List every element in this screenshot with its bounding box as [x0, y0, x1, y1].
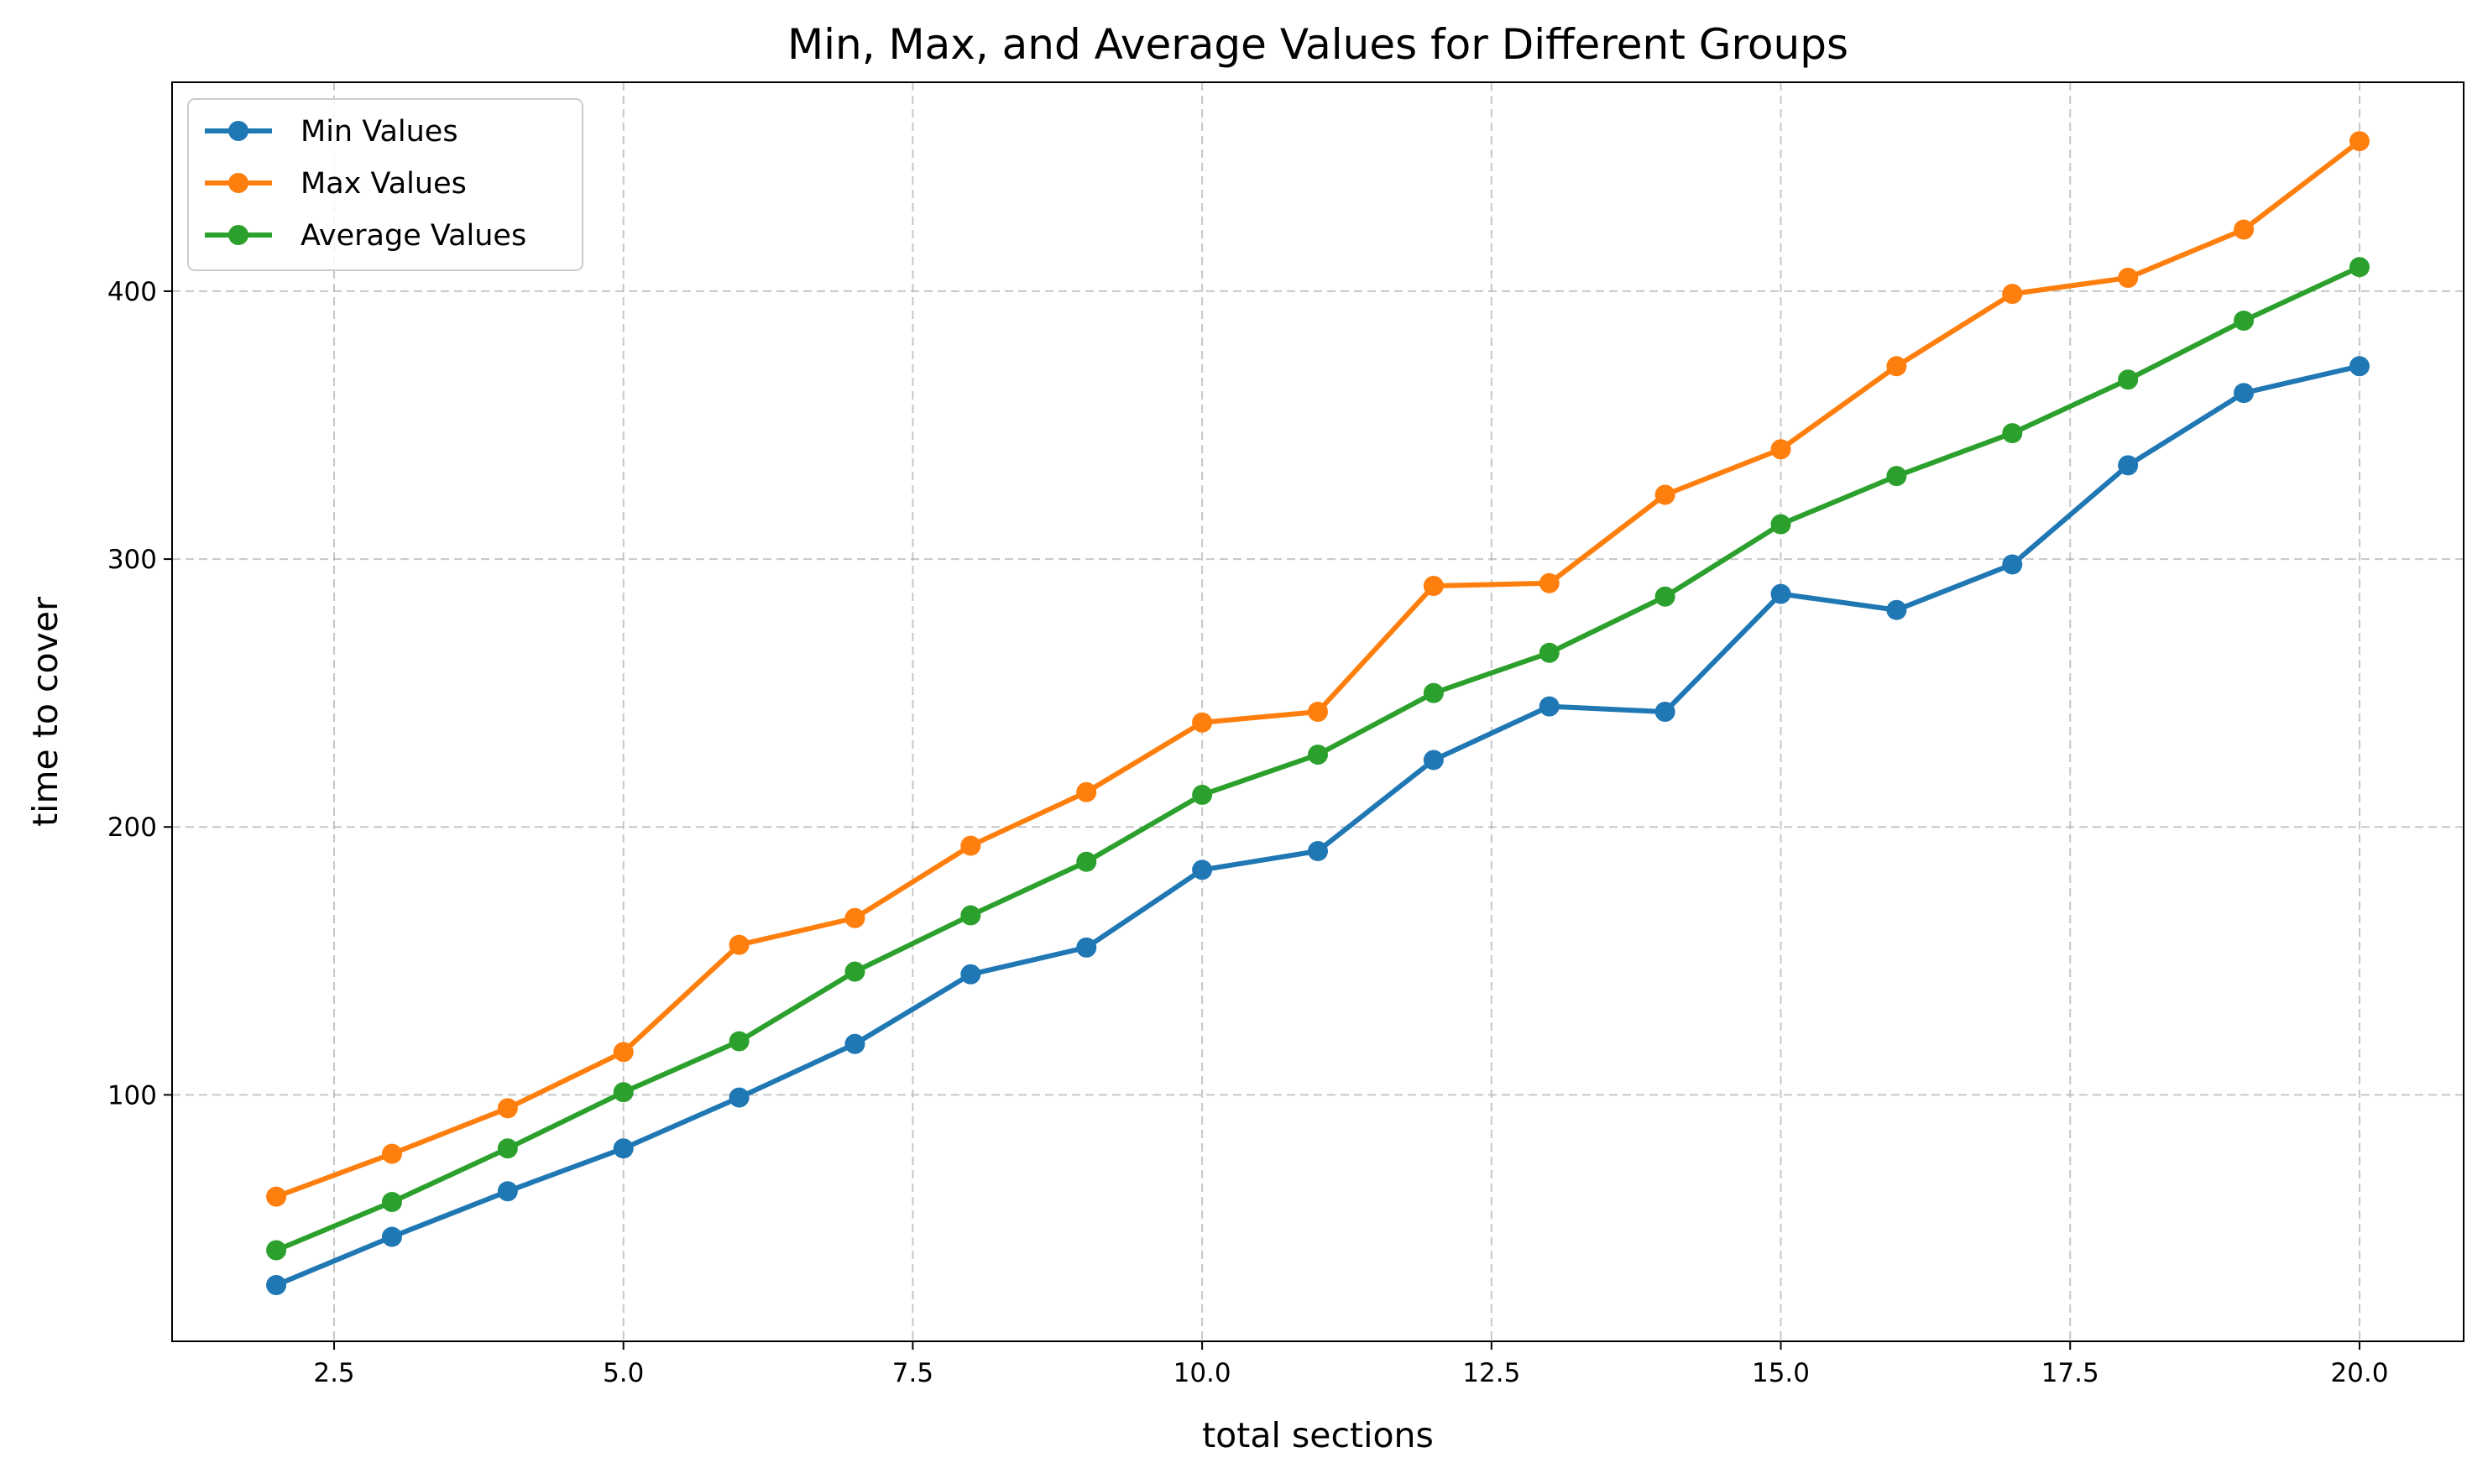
- data-point: [729, 1031, 750, 1052]
- x-tick-label: 10.0: [1173, 1358, 1231, 1388]
- data-point: [2349, 356, 2370, 377]
- y-tick-label: 200: [107, 813, 157, 843]
- data-point: [2002, 554, 2023, 575]
- series-1: [266, 356, 2370, 1295]
- data-point: [1192, 860, 1213, 880]
- data-point: [266, 1240, 287, 1261]
- legend-item: Max Values: [205, 167, 467, 201]
- x-axis-label: total sections: [1202, 1415, 1434, 1455]
- data-point: [266, 1186, 287, 1207]
- data-point: [1654, 702, 1675, 722]
- legend-label: Max Values: [301, 167, 467, 201]
- data-point: [1654, 484, 1675, 505]
- data-point: [613, 1082, 634, 1103]
- data-point: [844, 961, 865, 982]
- data-point: [960, 964, 981, 985]
- legend-item: Min Values: [205, 115, 458, 149]
- plot-frame: [171, 81, 2464, 1342]
- y-tick-label: 400: [107, 277, 157, 307]
- y-tick-label: 300: [107, 545, 157, 575]
- data-point: [1308, 840, 1328, 861]
- data-point: [1886, 356, 1907, 377]
- data-point: [2118, 369, 2139, 390]
- data-point: [2002, 284, 2023, 305]
- data-point: [2002, 423, 2023, 444]
- legend-marker: [228, 173, 248, 193]
- legend-marker: [228, 121, 248, 141]
- legend-marker: [228, 225, 248, 245]
- data-point: [2234, 219, 2255, 240]
- data-point: [2118, 455, 2139, 476]
- x-tick-label: 7.5: [892, 1358, 933, 1388]
- data-point: [1076, 781, 1097, 802]
- data-point: [1192, 712, 1213, 733]
- x-tick-label: 15.0: [1752, 1358, 1810, 1388]
- data-point: [613, 1138, 634, 1159]
- x-tick-label: 2.5: [313, 1358, 354, 1388]
- chart-title: Min, Max, and Average Values for Differe…: [787, 20, 1848, 69]
- data-point: [1539, 696, 1560, 717]
- data-point: [1770, 514, 1791, 535]
- legend-label: Average Values: [301, 219, 526, 253]
- data-point: [497, 1181, 518, 1202]
- data-point: [844, 907, 865, 928]
- x-tick-label: 20.0: [2330, 1358, 2388, 1388]
- data-point: [2234, 383, 2255, 404]
- data-point: [381, 1143, 402, 1164]
- data-point: [1539, 642, 1560, 663]
- legend-item: Average Values: [205, 219, 526, 253]
- legend: Min Values Max Values Average Values: [187, 98, 583, 271]
- data-point: [2349, 257, 2370, 278]
- data-point: [381, 1226, 402, 1247]
- data-point: [1423, 750, 1444, 771]
- y-axis-label: time to cover: [25, 597, 65, 827]
- series-layer: [266, 131, 2370, 1295]
- data-point: [1770, 439, 1791, 460]
- grid-layer: [172, 82, 2464, 1341]
- y-tick-label: 100: [107, 1080, 157, 1110]
- tick-layer: 2.5 5.0 7.5 10.0 12.5 15.0 17.5 20.0 100 200 300 40…: [107, 277, 2389, 1388]
- x-tick-label: 5.0: [603, 1358, 644, 1388]
- data-point: [729, 1087, 750, 1108]
- data-point: [497, 1098, 518, 1119]
- data-point: [1886, 599, 1907, 620]
- data-point: [1886, 466, 1907, 487]
- data-point: [960, 835, 981, 856]
- data-point: [2234, 311, 2255, 332]
- data-point: [1076, 937, 1097, 958]
- x-tick-label: 12.5: [1462, 1358, 1520, 1388]
- data-point: [613, 1042, 634, 1063]
- data-point: [1308, 702, 1328, 722]
- data-point: [1654, 586, 1675, 607]
- data-point: [1539, 572, 1560, 593]
- data-point: [1076, 851, 1097, 872]
- data-point: [381, 1192, 402, 1213]
- data-point: [729, 934, 750, 955]
- series-2: [266, 131, 2370, 1207]
- data-point: [2349, 131, 2370, 152]
- series-3: [266, 257, 2370, 1261]
- x-tick-label: 17.5: [2041, 1358, 2099, 1388]
- data-point: [497, 1138, 518, 1159]
- data-point: [960, 905, 981, 926]
- data-point: [1423, 576, 1444, 596]
- data-point: [2118, 267, 2139, 288]
- data-point: [844, 1033, 865, 1054]
- data-point: [1308, 745, 1328, 766]
- legend-box: [187, 98, 583, 271]
- data-point: [1770, 583, 1791, 604]
- data-point: [1423, 682, 1444, 703]
- data-point: [266, 1274, 287, 1295]
- data-point: [1192, 784, 1213, 805]
- legend-label: Min Values: [301, 115, 458, 149]
